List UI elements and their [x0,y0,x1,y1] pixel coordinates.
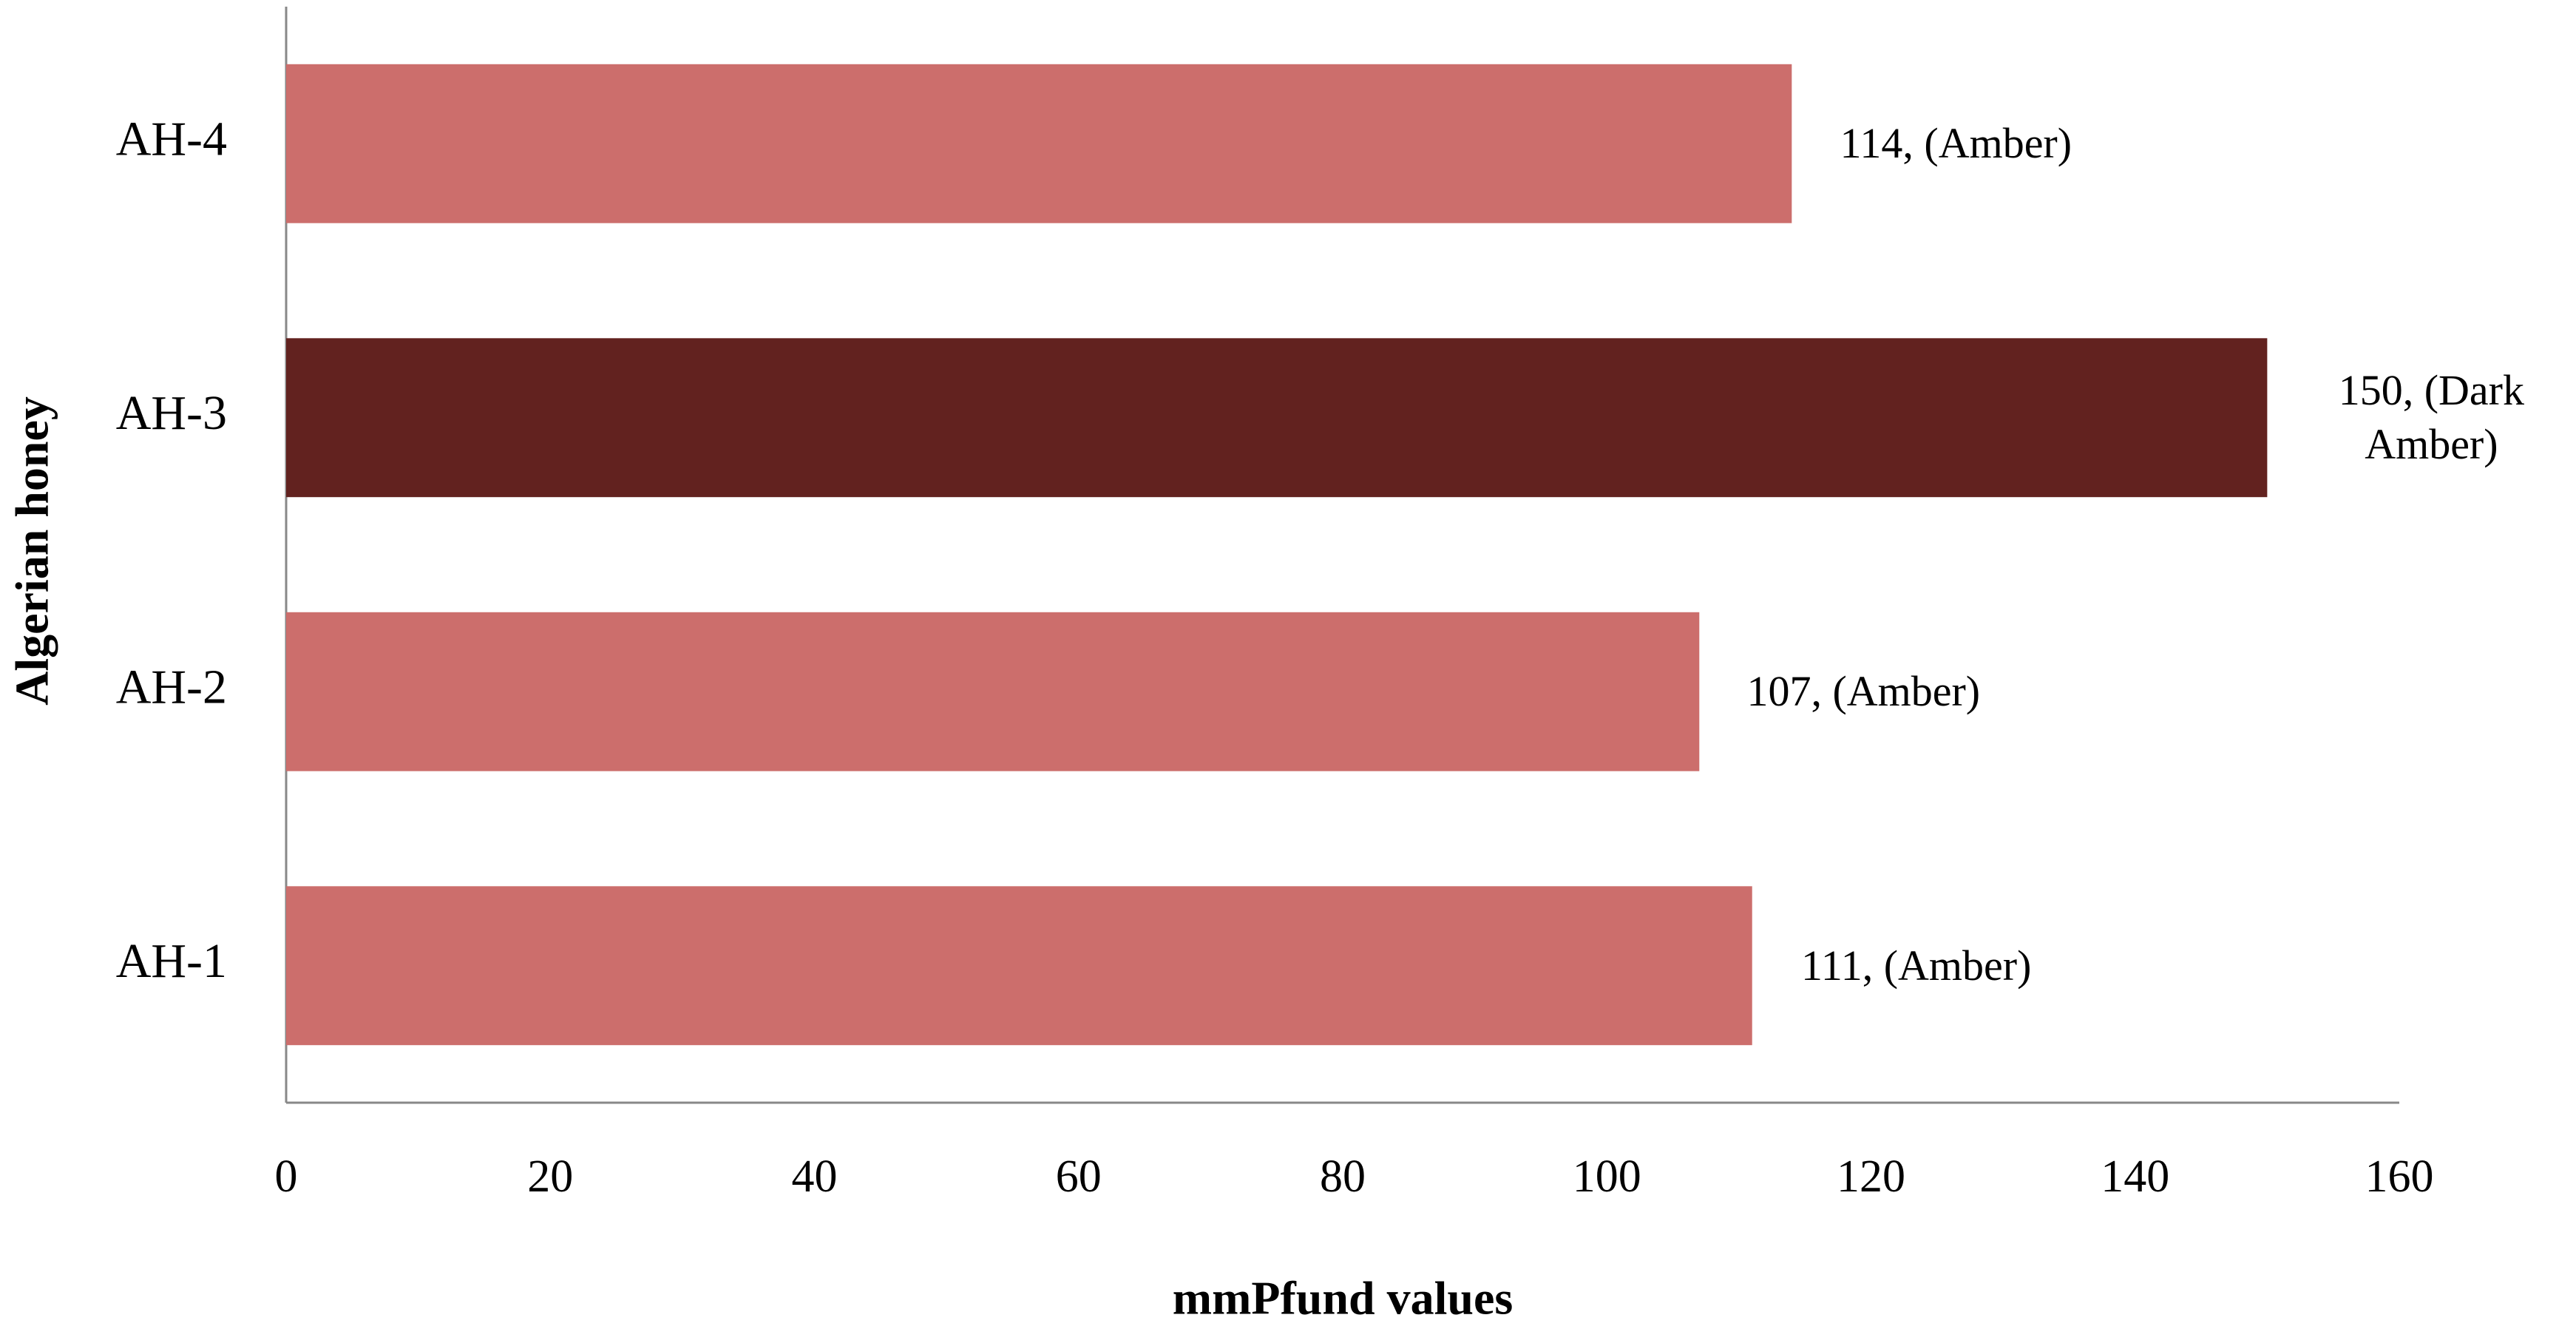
bar [286,338,2268,498]
x-tick-label: 160 [2365,1152,2434,1202]
value-label: 107, (Amber) [1746,667,1981,715]
y-axis-title: Algerian honey [6,396,58,706]
y-tick-label: AH-1 [116,934,227,988]
y-tick-label: AH-4 [116,112,227,166]
value-label: 111, (Amber) [1801,941,2032,990]
x-tick-label: 100 [1573,1152,1641,1202]
bar [286,64,1792,223]
value-label-box: 150, (Dark Amber) [2338,366,2524,468]
x-tick-label: 20 [527,1152,573,1202]
x-tick-label: 120 [1837,1152,1905,1202]
y-tick-label: AH-3 [116,386,227,440]
y-tick-label: AH-2 [116,660,227,714]
x-tick-label: 0 [275,1152,298,1202]
value-label-box: 107, (Amber) [1746,667,1981,715]
x-tick-label: 40 [792,1152,838,1202]
x-tick-label: 80 [1320,1152,1366,1202]
x-axis-title: mmPfund values [1173,1272,1514,1325]
value-label: 150, (Dark Amber) [2338,366,2524,468]
value-label-box: 111, (Amber) [1801,941,2032,990]
bar [286,886,1752,1046]
x-tick-label: 60 [1056,1152,1102,1202]
value-label: 114, (Amber) [1840,119,2072,167]
bar [286,612,1700,771]
x-tick-label: 140 [2101,1152,2169,1202]
value-label-box: 114, (Amber) [1840,119,2072,167]
